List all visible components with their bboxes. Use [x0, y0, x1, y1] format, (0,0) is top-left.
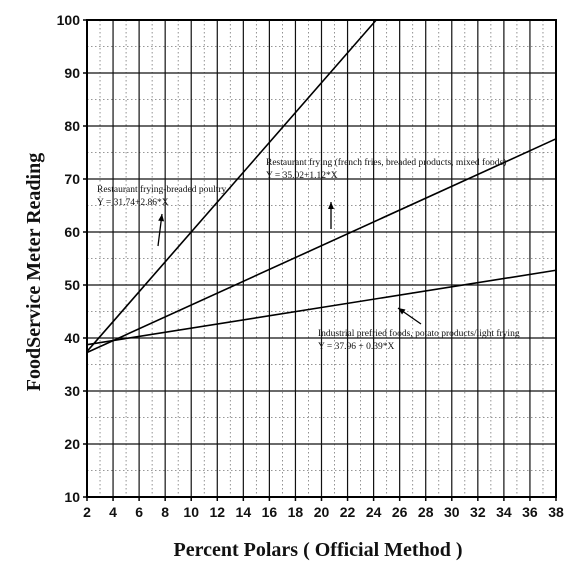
annotation-arrow-head [158, 214, 165, 222]
x-tick-label: 34 [496, 504, 512, 520]
x-tick-label: 32 [470, 504, 486, 520]
annotation-1: Restaurant frying-breaded poultry Y = 31.… [97, 184, 227, 247]
x-tick-label: 28 [418, 504, 434, 520]
series-lines [86, 19, 557, 354]
series-line-2 [86, 138, 557, 354]
y-tick-label: 20 [64, 436, 80, 452]
y-tick-label: 40 [64, 330, 80, 346]
annotation-equation: Y = 35.02+1.12*X [266, 171, 338, 181]
y-tick-label: 50 [64, 277, 80, 293]
x-tick-label: 20 [314, 504, 330, 520]
x-tick-label: 36 [522, 504, 538, 520]
annotations: Restaurant frying-breaded poultry Y = 31.… [97, 157, 520, 352]
x-tick-label: 30 [444, 504, 460, 520]
y-tick-label: 60 [64, 224, 80, 240]
grid [86, 19, 557, 498]
x-tick-label: 4 [109, 504, 117, 520]
x-tick-label: 12 [209, 504, 225, 520]
tick-labels: 2 4 6 8 10 12 14 16 18 20 22 24 26 28 30 32 34 36 38102030… [57, 12, 564, 520]
series-line-1 [86, 19, 377, 352]
x-tick-label: 10 [183, 504, 199, 520]
x-tick-label: 18 [288, 504, 304, 520]
x-tick-label: 22 [340, 504, 356, 520]
y-tick-label: 90 [64, 65, 80, 81]
series-line-3 [86, 269, 557, 346]
y-tick-label: 10 [64, 489, 80, 505]
y-tick-label: 70 [64, 171, 80, 187]
x-tick-label: 26 [392, 504, 408, 520]
y-tick-label: 80 [64, 118, 80, 134]
plot-frame [83, 19, 557, 501]
annotation-arrow-head [398, 308, 406, 315]
x-tick-label: 6 [135, 504, 143, 520]
y-axis-title: FoodService Meter Reading [23, 153, 45, 391]
annotation-equation: Y = 37.96 + 0.39*X [318, 342, 394, 352]
x-axis-title: Percent Polars ( Official Method ) [174, 539, 463, 561]
x-tick-label: 24 [366, 504, 382, 520]
x-tick-label: 14 [236, 504, 252, 520]
annotation-arrow-head [328, 202, 334, 209]
annotation-equation: Y = 31.74+2.86*X [97, 198, 169, 208]
annotation-label: Industrial prefried foods, potato produc… [318, 328, 520, 339]
y-tick-label: 30 [64, 383, 80, 399]
x-tick-label: 16 [262, 504, 278, 520]
annotation-2: Restaurant frying (french fries, breaded… [266, 157, 506, 229]
annotation-label: Restaurant frying (french fries, breaded… [266, 157, 506, 168]
x-tick-label: 38 [548, 504, 564, 520]
annotation-3: Industrial prefried foods, potato produc… [318, 307, 520, 352]
y-tick-label: 100 [57, 12, 81, 28]
annotation-label: Restaurant frying-breaded poultry [97, 184, 227, 195]
x-tick-label: 8 [161, 504, 169, 520]
x-tick-label: 2 [83, 504, 91, 520]
